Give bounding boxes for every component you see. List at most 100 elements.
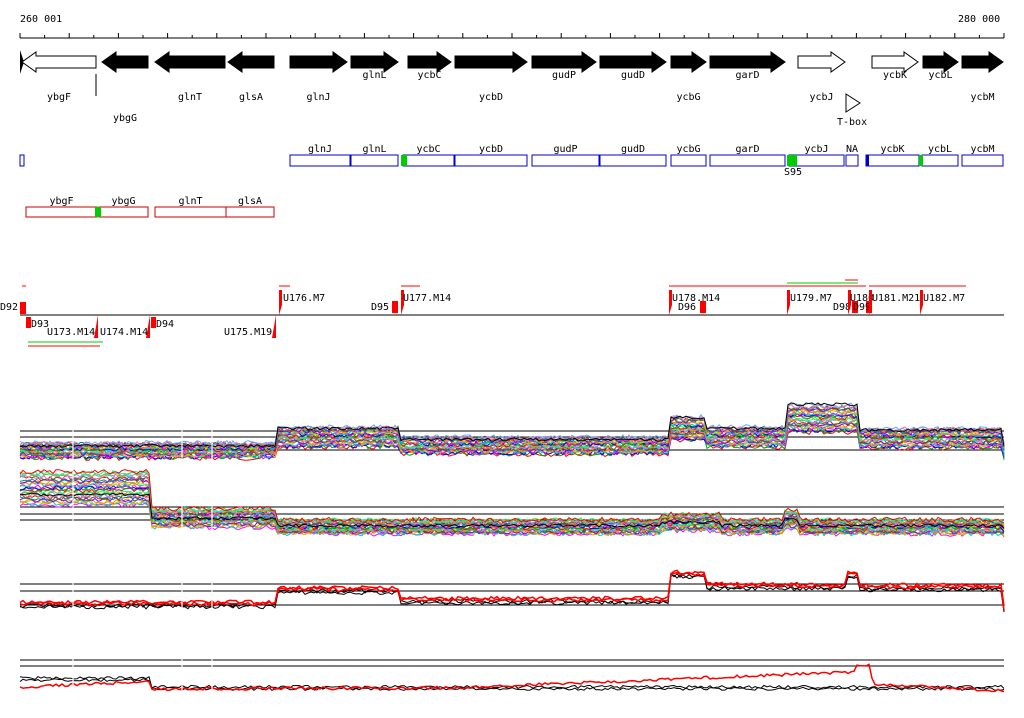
gene-arrow-ycbJ[interactable] bbox=[797, 51, 846, 73]
panel3-series-line bbox=[19, 574, 1005, 612]
operon-box-ycbL[interactable] bbox=[921, 154, 959, 167]
gene-label-ycbD: ycbD bbox=[479, 92, 503, 103]
operon-label-gudD: gudD bbox=[621, 144, 645, 155]
gene-arrow-glnL[interactable] bbox=[350, 51, 399, 73]
operon-box-glsA[interactable] bbox=[225, 206, 275, 218]
segment-marker-D93[interactable] bbox=[26, 317, 31, 328]
panel1-series-line bbox=[19, 402, 1005, 447]
gene-arrow-ycbK[interactable] bbox=[871, 51, 919, 73]
operon-label-ycbC: ycbC bbox=[416, 144, 440, 155]
panel1-series-line bbox=[19, 405, 1005, 449]
gene-label-gudP: gudP bbox=[552, 70, 576, 81]
operon-box-gudP[interactable] bbox=[531, 154, 600, 167]
operon-label-glnJ: glnJ bbox=[308, 144, 332, 155]
gene-arrow-ycbG[interactable] bbox=[670, 51, 707, 73]
segment-marker-D98[interactable] bbox=[852, 301, 858, 313]
start-coordinate: 260 001 bbox=[20, 14, 62, 25]
site-marker-s95[interactable] bbox=[787, 155, 797, 166]
gene-arrow-ybgG[interactable] bbox=[101, 51, 149, 73]
operon-box-ycbG[interactable] bbox=[670, 154, 707, 167]
panel2-series-line bbox=[19, 472, 1005, 526]
segment-marker-D92[interactable] bbox=[20, 302, 26, 314]
segment-label-D98: D98 bbox=[833, 302, 851, 313]
gene-arrow-ycbD[interactable] bbox=[454, 51, 528, 73]
operon-label-glnT: glnT bbox=[178, 196, 202, 207]
expression-tracks bbox=[19, 402, 1005, 700]
operon-box-left-edge[interactable] bbox=[19, 154, 25, 167]
operon-box-ybgG[interactable] bbox=[98, 206, 149, 218]
segment-flag-U179.M7[interactable] bbox=[787, 290, 790, 315]
segment-label-D95: D95 bbox=[371, 302, 389, 313]
segment-label-D99: D99 bbox=[853, 302, 871, 313]
end-coordinate: 280 000 bbox=[958, 14, 1000, 25]
segment-label-D94: D94 bbox=[156, 319, 174, 330]
gene-label-ycbK: ycbK bbox=[883, 70, 907, 81]
operon-box-ycbC[interactable] bbox=[402, 154, 455, 167]
site-marker[interactable] bbox=[401, 155, 407, 166]
segment-flag-U175.M19[interactable] bbox=[272, 315, 276, 338]
segment-flag-U177.M14[interactable] bbox=[401, 290, 404, 315]
gene-label-glnT: glnT bbox=[178, 92, 202, 103]
coordinate-ruler: 260 001 280 000 bbox=[19, 14, 1005, 39]
gene-arrow-glsA[interactable] bbox=[227, 51, 275, 73]
operon-label-glnL: glnL bbox=[362, 144, 386, 155]
segment-label-U181.M21: U181.M21 bbox=[872, 293, 920, 304]
tbox-triangle-icon[interactable] bbox=[845, 93, 861, 113]
gene-arrow-gudP[interactable] bbox=[531, 51, 597, 73]
segment-flag-U181.M21[interactable] bbox=[869, 290, 872, 315]
gene-arrow-ycbC[interactable] bbox=[407, 51, 452, 73]
segment-flag-U180[interactable] bbox=[848, 290, 851, 315]
site-marker[interactable] bbox=[95, 207, 101, 217]
operon-label-glsA: glsA bbox=[238, 196, 262, 207]
operon-label-ycbD: ycbD bbox=[479, 144, 503, 155]
operon-track-bottom: ybgF ybgG glnT glsA bbox=[25, 196, 275, 218]
segment-marker-D95[interactable] bbox=[392, 301, 398, 313]
operon-box-glnJ[interactable] bbox=[289, 154, 351, 167]
operon-edge-marker bbox=[866, 155, 869, 166]
operon-box-ycbM[interactable] bbox=[961, 154, 1004, 167]
gene-arrow-garD[interactable] bbox=[709, 51, 786, 73]
segment-label-D93: D93 bbox=[31, 319, 49, 330]
gene-label-ycbC: ycbC bbox=[417, 70, 441, 81]
gene-label-ycbJ: ycbJ bbox=[809, 92, 833, 103]
segment-flag-U178.M14[interactable] bbox=[669, 290, 672, 315]
operon-label-ycbM: ycbM bbox=[970, 144, 994, 155]
gene-label-ycbL: ycbL bbox=[928, 70, 952, 81]
segment-flag-U174.M14[interactable] bbox=[146, 315, 150, 338]
operon-box-ycbK[interactable] bbox=[865, 154, 920, 167]
segment-flag-U173.M14[interactable] bbox=[94, 315, 98, 338]
site-marker[interactable] bbox=[919, 155, 923, 166]
operon-box-ycbJ[interactable] bbox=[788, 154, 845, 167]
operon-label-ycbK: ycbK bbox=[880, 144, 904, 155]
gene-arrow-glnJ[interactable] bbox=[289, 51, 348, 73]
operon-box-ybgF[interactable] bbox=[25, 206, 98, 218]
panel1-series-line bbox=[19, 428, 1005, 461]
segment-flag-U176.M7[interactable] bbox=[279, 290, 282, 315]
gene-label-ycbM: ycbM bbox=[970, 92, 994, 103]
gene-arrow-ycbM[interactable] bbox=[961, 51, 1004, 73]
operon-box-gudD[interactable] bbox=[599, 154, 667, 167]
panel3-series-line bbox=[19, 572, 1005, 613]
segment-flag-U182.M7[interactable] bbox=[920, 290, 923, 315]
segment-marker-D94[interactable] bbox=[151, 317, 156, 328]
panel4-series-line bbox=[19, 675, 1005, 690]
operon-label-ybgG: ybgG bbox=[111, 196, 135, 207]
segment-label-U178.M14: U178.M14 bbox=[672, 293, 720, 304]
operon-box-ycbD[interactable] bbox=[454, 154, 528, 167]
operon-box-glnL[interactable] bbox=[350, 154, 399, 167]
gene-label-gudD: gudD bbox=[621, 70, 645, 81]
gene-arrow-ybgF[interactable] bbox=[21, 51, 97, 73]
gene-arrow-ycbL[interactable] bbox=[922, 51, 959, 73]
operon-label-ycbG: ycbG bbox=[676, 144, 700, 155]
gene-arrow-glnT[interactable] bbox=[154, 51, 226, 73]
operon-box-garD[interactable] bbox=[709, 154, 786, 167]
operon-label-ycbL: ycbL bbox=[928, 144, 952, 155]
operon-box-glnT[interactable] bbox=[154, 206, 227, 218]
panel2-series-line bbox=[19, 492, 1005, 529]
operon-box-NA[interactable] bbox=[845, 154, 859, 167]
segment-marker-D96[interactable] bbox=[700, 301, 706, 313]
segment-label-U173.M14: U173.M14 bbox=[47, 327, 95, 338]
gene-label-ybgG: ybgG bbox=[113, 113, 137, 124]
gene-arrow-gudD[interactable] bbox=[599, 51, 667, 73]
